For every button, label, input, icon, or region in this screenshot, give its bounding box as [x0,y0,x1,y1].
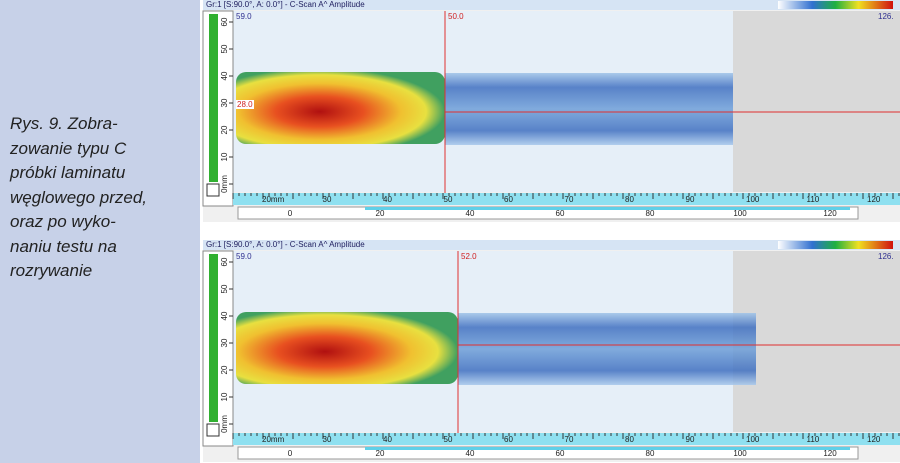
x-ruler-label: 90 [686,195,695,204]
x-ruler-label: 110 [807,435,820,444]
ruler-box [206,423,220,437]
y-ruler-label: 60 [220,17,229,26]
caption-line: próbki laminatu [10,163,126,182]
hot-region [236,312,458,384]
index-ruler-label: 60 [556,209,565,218]
y-ruler-label: 10 [220,392,229,401]
caption-line: naniu testu na [10,236,117,256]
level-bg [236,100,254,109]
cold-band [445,73,733,145]
y-ruler-label: 60 [220,257,229,266]
index-ruler-label: 0 [288,449,293,458]
x-ruler-label: 120 [867,195,881,204]
ruler-x [233,433,900,445]
x-ruler-label: 20mm [262,195,285,204]
scan-window: Gr:1 [S:90.0°, A: 0.0°] - C-Scan A^ Ampl… [202,0,900,222]
ruler-box [206,183,220,197]
index-range [365,447,850,450]
x-ruler-label: 60 [504,195,513,204]
x-ruler-label: 100 [746,435,760,444]
header-bar [203,0,900,10]
x-ruler-label: 80 [625,435,634,444]
index-ruler-label: 40 [466,209,475,218]
no-data [733,251,900,432]
cursor-label: 50.0 [448,12,464,21]
level-label: 28.0 [237,100,253,109]
x-ruler-label: 40 [383,195,392,204]
ruler-x [233,193,900,205]
ruler-green [209,254,218,422]
index-ruler-label: 80 [646,449,655,458]
cold-band [458,313,756,385]
ruler-green [209,14,218,182]
cursor-label: 52.0 [461,252,477,261]
scan-window: Gr:1 [S:90.0°, A: 0.0°] - C-Scan A^ Ampl… [202,240,900,462]
caption: Rys. 9. Zobra-zowanie typu C próbki lamin… [10,112,147,284]
no-data [733,11,900,192]
x-ruler-label: 30 [323,195,332,204]
index-ruler-label: 100 [733,209,747,218]
index-ruler-label: 80 [646,209,655,218]
y-ruler-label: 40 [220,71,229,80]
max-label: 59.0 [236,252,252,261]
x-ruler-label: 90 [686,435,695,444]
x-ruler-label: 40 [383,435,392,444]
x-ruler-label: 60 [504,435,513,444]
index-ruler-label: 20 [376,209,385,218]
index-ruler-label: 100 [733,449,747,458]
x-ruler-label: 50 [444,195,453,204]
range-label: 126. [878,12,894,21]
hot-region [236,72,445,144]
y-ruler-label: 30 [220,98,229,107]
caption-line: oraz po wyko- [10,212,116,231]
y-ruler-label: 0mm [220,175,229,193]
index-ruler-label: 0 [288,209,293,218]
x-ruler-label: 70 [565,195,574,204]
y-ruler-label: 30 [220,338,229,347]
y-ruler-label: 0mm [220,415,229,433]
y-ruler-label: 20 [220,365,229,374]
index-ruler-label: 60 [556,449,565,458]
x-ruler-label: 100 [746,195,760,204]
x-ruler-label: 30 [323,435,332,444]
x-ruler-label: 110 [807,195,820,204]
y-ruler-label: 50 [220,44,229,53]
max-label: 59.0 [236,12,252,21]
y-ruler-label: 40 [220,311,229,320]
palette [778,241,893,249]
caption-line: węglowego przed, [10,187,148,207]
range-label: 126. [878,252,894,261]
y-ruler-label: 10 [220,152,229,161]
caption-line: rozrywanie [10,261,93,280]
x-ruler-label: 70 [565,435,574,444]
index-ruler-label: 20 [376,449,385,458]
x-ruler-label: 50 [444,435,453,444]
index-range [365,207,850,210]
header-bar [203,240,900,250]
x-ruler-label: 120 [867,435,881,444]
x-ruler-label: 20mm [262,435,285,444]
x-ruler-label: 80 [625,195,634,204]
index-ruler-label: 40 [466,449,475,458]
index-ruler-label: 120 [823,209,837,218]
caption-line: zowanie typu C [10,138,127,158]
index-ruler-label: 120 [823,449,837,458]
y-ruler-label: 20 [220,125,229,134]
caption-panel: Rys. 9. Zobra-zowanie typu C próbki lamin… [0,0,200,463]
y-ruler-label: 50 [220,284,229,293]
header: Gr:1 [S:90.0°, A: 0.0°] - C-Scan A^ Ampl… [206,0,365,9]
header: Gr:1 [S:90.0°, A: 0.0°] - C-Scan A^ Ampl… [206,240,365,249]
palette [778,1,893,9]
caption-line: Rys. 9. Zobra- [10,114,118,133]
